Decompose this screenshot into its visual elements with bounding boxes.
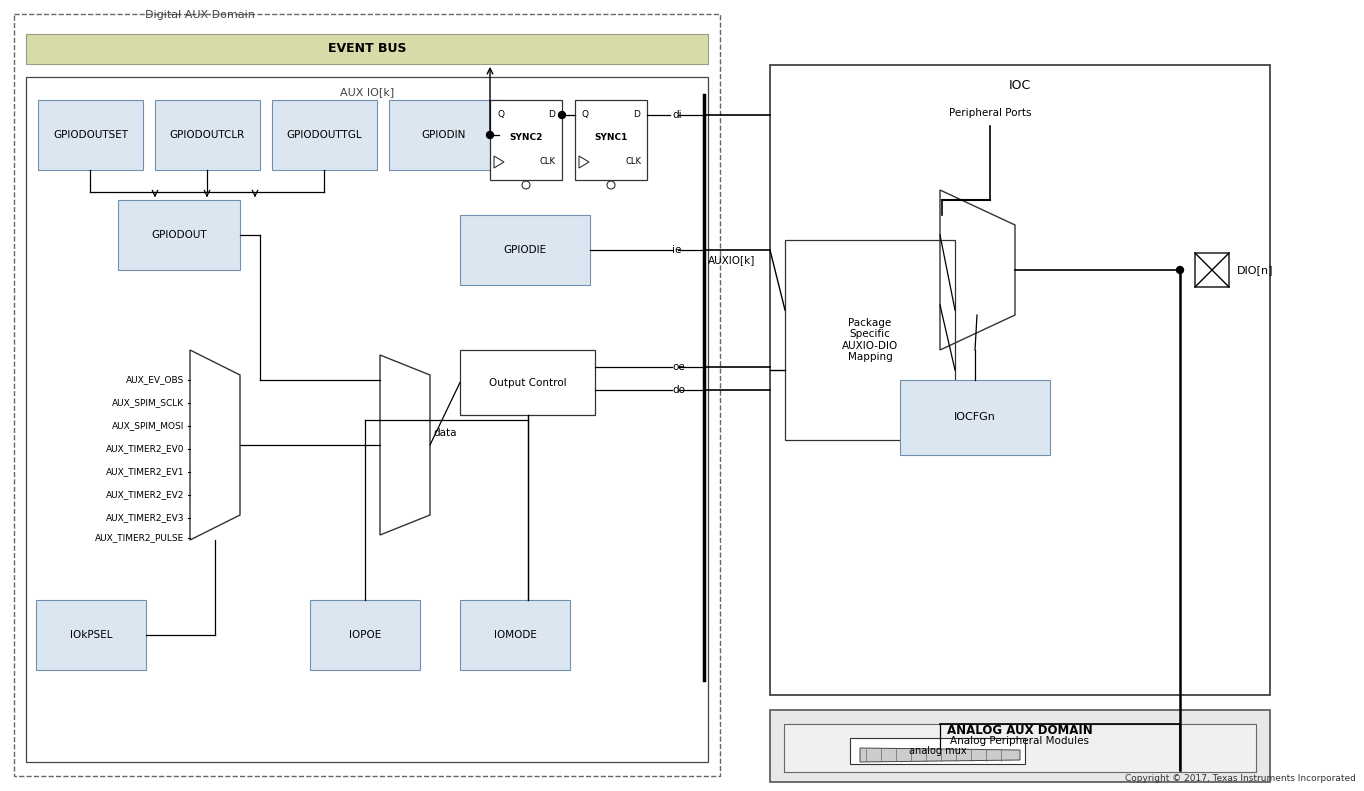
Bar (771, 65, 1270, 695)
Circle shape (487, 131, 494, 138)
Text: SYNC1: SYNC1 (595, 134, 627, 142)
Text: data: data (434, 428, 457, 438)
Text: AUX_SPIM_MOSI: AUX_SPIM_MOSI (112, 422, 184, 430)
Bar (271, 100, 376, 170)
Text: AUX_TIMER2_EV0: AUX_TIMER2_EV0 (105, 445, 184, 453)
Text: AUX_TIMER2_EV3: AUX_TIMER2_EV3 (105, 513, 184, 523)
Text: AUX_SPIM_SCLK: AUX_SPIM_SCLK (112, 399, 184, 407)
Bar (786, 240, 955, 440)
Text: AUX_TIMER2_EV1: AUX_TIMER2_EV1 (105, 467, 184, 476)
Circle shape (1177, 267, 1184, 274)
Text: IOMODE: IOMODE (494, 630, 536, 640)
Text: DIO[n]: DIO[n] (1237, 265, 1274, 275)
Text: di: di (672, 110, 682, 120)
Text: IOC: IOC (1009, 79, 1031, 92)
Bar (850, 738, 1024, 764)
Text: Q: Q (496, 110, 505, 119)
Text: GPIODOUTSET: GPIODOUTSET (53, 130, 128, 140)
Circle shape (558, 112, 566, 119)
Text: CLK: CLK (540, 157, 557, 166)
Text: AUXIO[k]: AUXIO[k] (708, 255, 756, 265)
Bar (900, 380, 1050, 455)
Text: GPIODIE: GPIODIE (503, 245, 547, 255)
Bar (14, 14, 720, 776)
Bar (1195, 253, 1229, 287)
Text: Output Control: Output Control (488, 377, 566, 388)
Text: Digital AUX Domain: Digital AUX Domain (145, 10, 255, 20)
Text: AUX_TIMER2_PULSE: AUX_TIMER2_PULSE (94, 533, 184, 543)
Text: CLK: CLK (625, 157, 641, 166)
Text: Package
Specific
AUXIO-DIO
Mapping: Package Specific AUXIO-DIO Mapping (842, 318, 898, 362)
Bar (38, 100, 143, 170)
Bar (26, 34, 708, 64)
Bar (460, 215, 591, 285)
Text: Q: Q (582, 110, 589, 119)
Text: ie: ie (672, 245, 682, 255)
Text: ANALOG AUX DOMAIN: ANALOG AUX DOMAIN (947, 724, 1093, 737)
Text: D: D (633, 110, 640, 119)
Text: IOPOE: IOPOE (349, 630, 381, 640)
Text: IOCFGn: IOCFGn (953, 412, 996, 422)
Text: Analog Peripheral Modules: Analog Peripheral Modules (951, 736, 1090, 746)
Bar (460, 600, 570, 670)
Text: GPIODIN: GPIODIN (421, 130, 466, 140)
Bar (460, 350, 595, 415)
Bar (35, 600, 146, 670)
Bar (490, 100, 562, 180)
Text: analog mux: analog mux (908, 746, 966, 756)
Polygon shape (859, 748, 1020, 762)
Text: GPIODOUTTGL: GPIODOUTTGL (286, 130, 363, 140)
Text: D: D (548, 110, 555, 119)
Text: oe: oe (672, 362, 685, 372)
Bar (784, 724, 1256, 772)
Text: Copyright © 2017, Texas Instruments Incorporated: Copyright © 2017, Texas Instruments Inco… (1125, 774, 1356, 783)
Text: EVENT BUS: EVENT BUS (327, 43, 406, 55)
Text: AUX_EV_OBS: AUX_EV_OBS (125, 376, 184, 384)
Text: do: do (672, 385, 685, 395)
Bar (119, 200, 240, 270)
Bar (155, 100, 261, 170)
Text: SYNC2: SYNC2 (509, 134, 543, 142)
Text: AUX_TIMER2_EV2: AUX_TIMER2_EV2 (105, 490, 184, 499)
Text: AUX IO[k]: AUX IO[k] (340, 87, 394, 97)
Text: GPIODOUTCLR: GPIODOUTCLR (170, 130, 246, 140)
Bar (26, 77, 708, 762)
Text: Peripheral Ports: Peripheral Ports (949, 108, 1031, 118)
Bar (310, 600, 420, 670)
Bar (771, 710, 1270, 782)
Bar (389, 100, 499, 170)
Text: IOkPSEL: IOkPSEL (70, 630, 112, 640)
Bar (576, 100, 647, 180)
Text: GPIODOUT: GPIODOUT (151, 230, 207, 240)
